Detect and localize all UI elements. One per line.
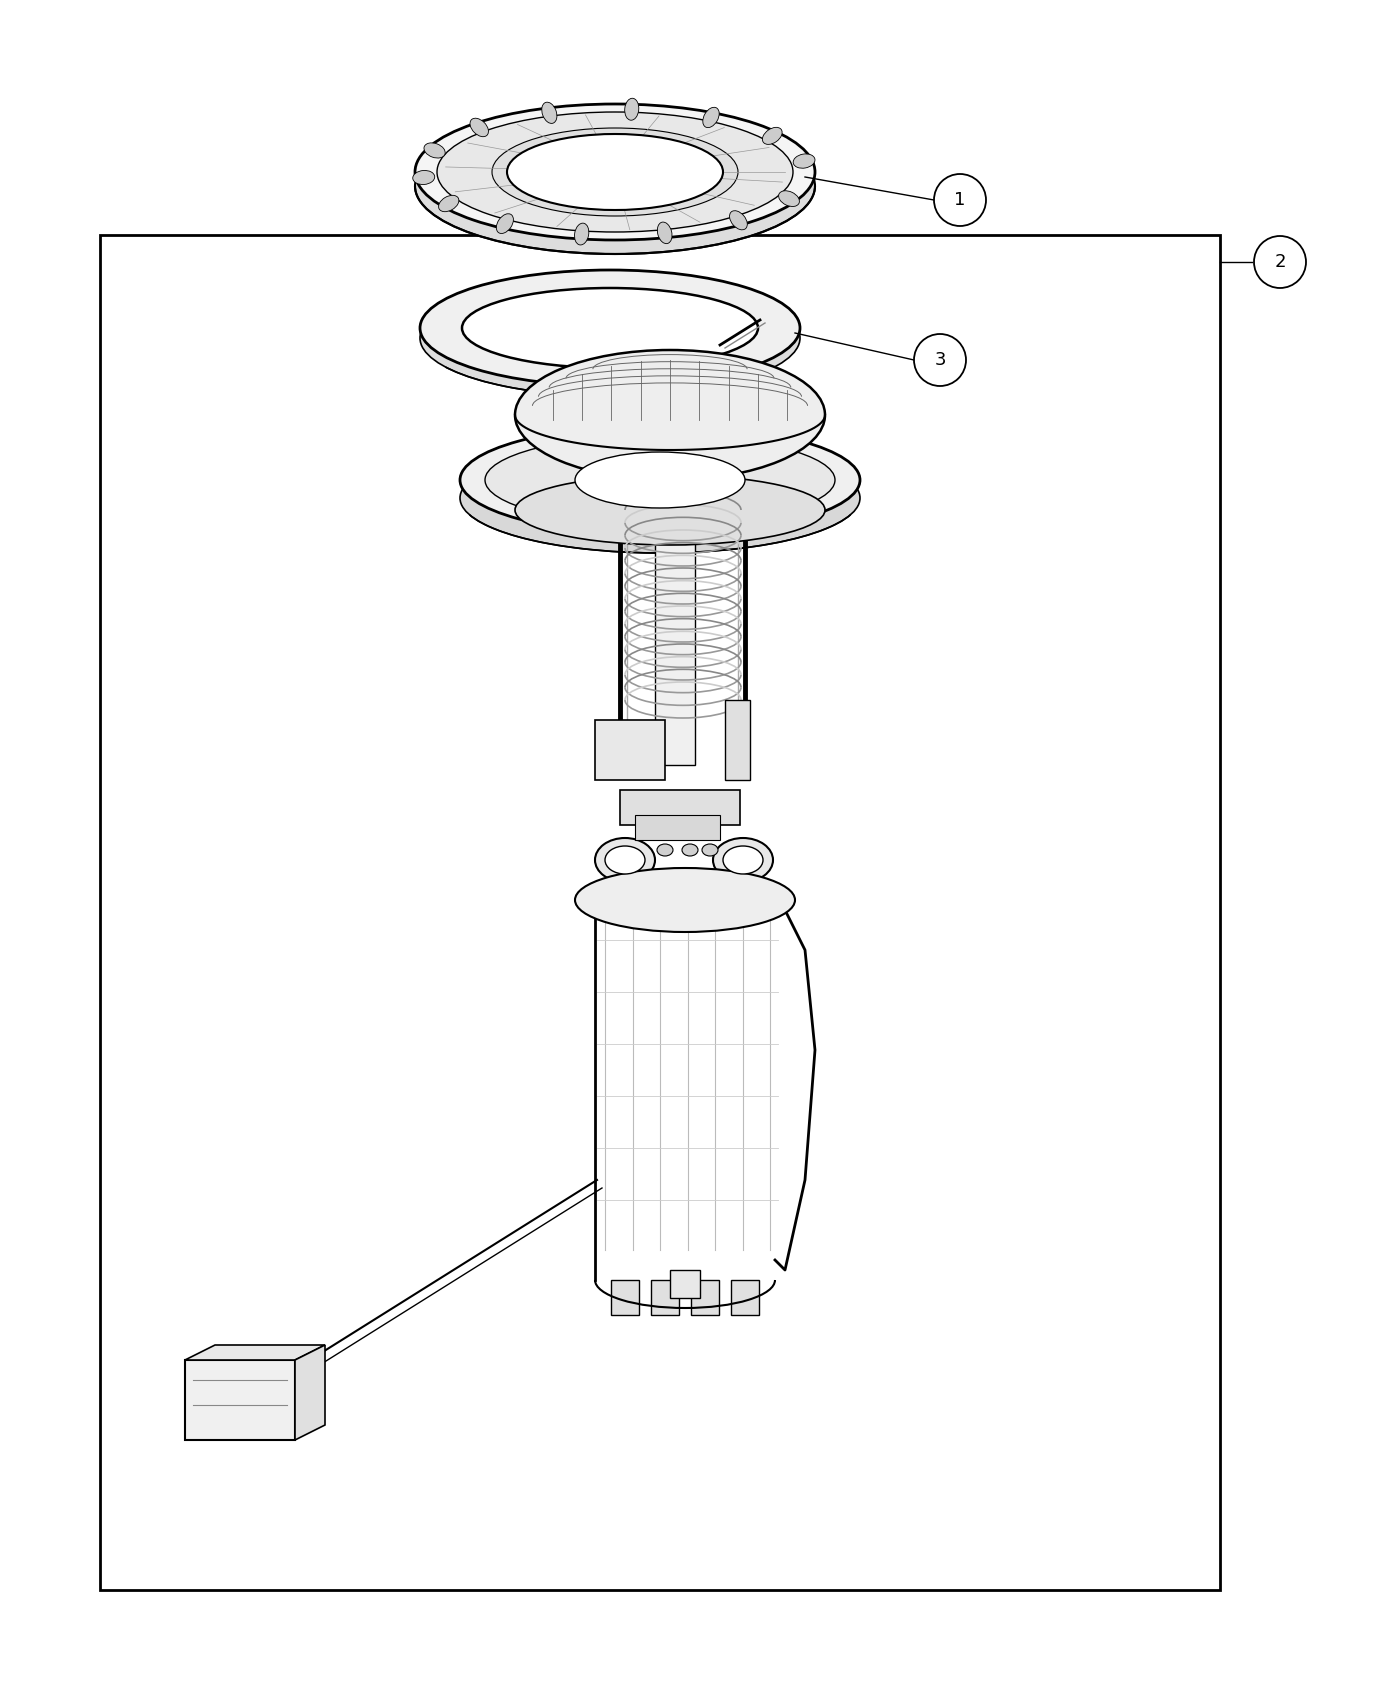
Bar <box>620 790 741 824</box>
Bar <box>655 495 694 765</box>
Polygon shape <box>295 1345 325 1440</box>
Ellipse shape <box>575 869 795 932</box>
Circle shape <box>934 173 986 226</box>
Ellipse shape <box>515 350 825 479</box>
Text: 1: 1 <box>955 190 966 209</box>
Bar <box>671 1270 700 1299</box>
Ellipse shape <box>713 838 773 882</box>
Ellipse shape <box>414 104 815 240</box>
Text: 2: 2 <box>1274 253 1285 270</box>
Ellipse shape <box>461 444 860 552</box>
Ellipse shape <box>575 452 745 508</box>
Ellipse shape <box>729 211 748 230</box>
Ellipse shape <box>497 214 514 233</box>
Ellipse shape <box>605 847 645 874</box>
Ellipse shape <box>484 435 834 525</box>
Ellipse shape <box>763 128 783 144</box>
Ellipse shape <box>703 107 720 127</box>
Ellipse shape <box>595 838 655 882</box>
Bar <box>185 1360 295 1440</box>
Ellipse shape <box>491 128 738 216</box>
Ellipse shape <box>461 425 860 536</box>
Ellipse shape <box>701 843 718 857</box>
Ellipse shape <box>624 99 638 121</box>
Bar <box>636 814 720 840</box>
Bar <box>610 1280 638 1316</box>
Circle shape <box>914 333 966 386</box>
Ellipse shape <box>658 223 672 243</box>
Ellipse shape <box>424 143 445 158</box>
Ellipse shape <box>507 134 722 211</box>
Ellipse shape <box>420 270 799 386</box>
Ellipse shape <box>794 155 815 168</box>
Bar <box>731 1280 759 1316</box>
Ellipse shape <box>657 843 673 857</box>
Ellipse shape <box>462 287 757 367</box>
Ellipse shape <box>420 280 799 396</box>
Ellipse shape <box>438 196 459 212</box>
Bar <box>595 721 665 780</box>
Bar <box>651 1280 679 1316</box>
Circle shape <box>1254 236 1306 287</box>
Ellipse shape <box>778 190 799 206</box>
Text: 3: 3 <box>934 350 946 369</box>
Ellipse shape <box>574 223 589 245</box>
Bar <box>99 235 1219 1590</box>
Ellipse shape <box>414 117 815 253</box>
Ellipse shape <box>682 843 699 857</box>
Ellipse shape <box>437 112 792 231</box>
Ellipse shape <box>470 119 489 136</box>
Ellipse shape <box>515 474 825 546</box>
Bar <box>725 700 750 780</box>
Polygon shape <box>185 1345 325 1360</box>
Bar <box>692 1280 720 1316</box>
Ellipse shape <box>542 102 557 124</box>
Ellipse shape <box>722 847 763 874</box>
Ellipse shape <box>413 170 435 185</box>
